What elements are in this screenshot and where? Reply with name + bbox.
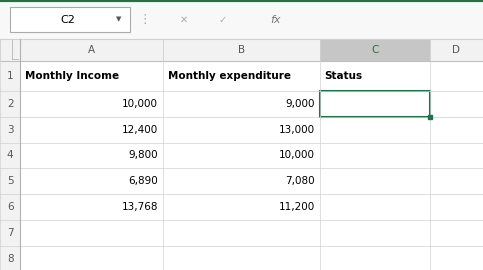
FancyBboxPatch shape [10,6,130,32]
Text: ✕: ✕ [180,15,187,25]
Bar [20,168,163,194]
Text: 6,890: 6,890 [128,176,158,186]
Text: C2: C2 [60,15,75,25]
Bar [320,143,430,168]
Bar [320,91,430,117]
Bar [320,220,430,246]
Bar [0,143,20,168]
Bar [430,91,483,117]
Bar [430,246,483,270]
Text: 2: 2 [7,99,14,109]
Bar [0,61,20,91]
Bar [163,39,320,61]
Bar [20,91,163,117]
Bar [430,168,483,194]
Bar [320,117,430,143]
Bar [163,117,320,143]
Text: 11,200: 11,200 [279,202,315,212]
Bar [320,246,430,270]
Text: B: B [238,45,245,55]
Text: A: A [88,45,95,55]
Bar [320,39,430,61]
Bar [320,61,430,91]
Text: 9,800: 9,800 [128,150,158,160]
Bar [320,194,430,220]
Bar [163,194,320,220]
Text: ✓: ✓ [218,15,226,25]
Text: 9,000: 9,000 [285,99,315,109]
Bar [20,117,163,143]
Text: 1: 1 [7,71,14,81]
Bar [0,91,20,117]
Text: 5: 5 [7,176,14,186]
Text: C: C [371,45,379,55]
Bar [20,143,163,168]
Bar [163,143,320,168]
Text: 12,400: 12,400 [122,125,158,135]
Bar [20,39,163,61]
Text: 13,768: 13,768 [121,202,158,212]
Bar [430,61,483,91]
Text: 7: 7 [7,228,14,238]
Bar [430,143,483,168]
Text: 4: 4 [7,150,14,160]
Bar [163,220,320,246]
Bar [0,220,20,246]
Text: 6: 6 [7,202,14,212]
Text: 8: 8 [7,254,14,264]
Text: D: D [453,45,460,55]
Bar [430,194,483,220]
Bar [0,117,20,143]
Bar [430,220,483,246]
Text: Status: Status [325,71,363,81]
Text: ⋮: ⋮ [139,13,151,26]
Text: 3: 3 [7,125,14,135]
Bar [0,246,20,270]
Text: 7,080: 7,080 [285,176,315,186]
Bar [430,117,483,143]
Bar [163,91,320,117]
Bar [0,194,20,220]
Bar [20,61,163,91]
Text: fx: fx [270,15,281,25]
Bar [320,168,430,194]
Bar [20,246,163,270]
Bar [20,220,163,246]
Text: Monthly Income: Monthly Income [25,71,119,81]
Text: 10,000: 10,000 [279,150,315,160]
Text: ▼: ▼ [115,16,121,22]
Text: 13,000: 13,000 [279,125,315,135]
Bar [163,246,320,270]
Bar [320,91,430,117]
Bar [163,168,320,194]
Bar [0,0,483,39]
Text: 10,000: 10,000 [122,99,158,109]
Bar [0,168,20,194]
Text: Monthly expenditure: Monthly expenditure [168,71,291,81]
Bar [0,39,20,61]
Bar [430,39,483,61]
Bar [163,61,320,91]
Bar [20,194,163,220]
